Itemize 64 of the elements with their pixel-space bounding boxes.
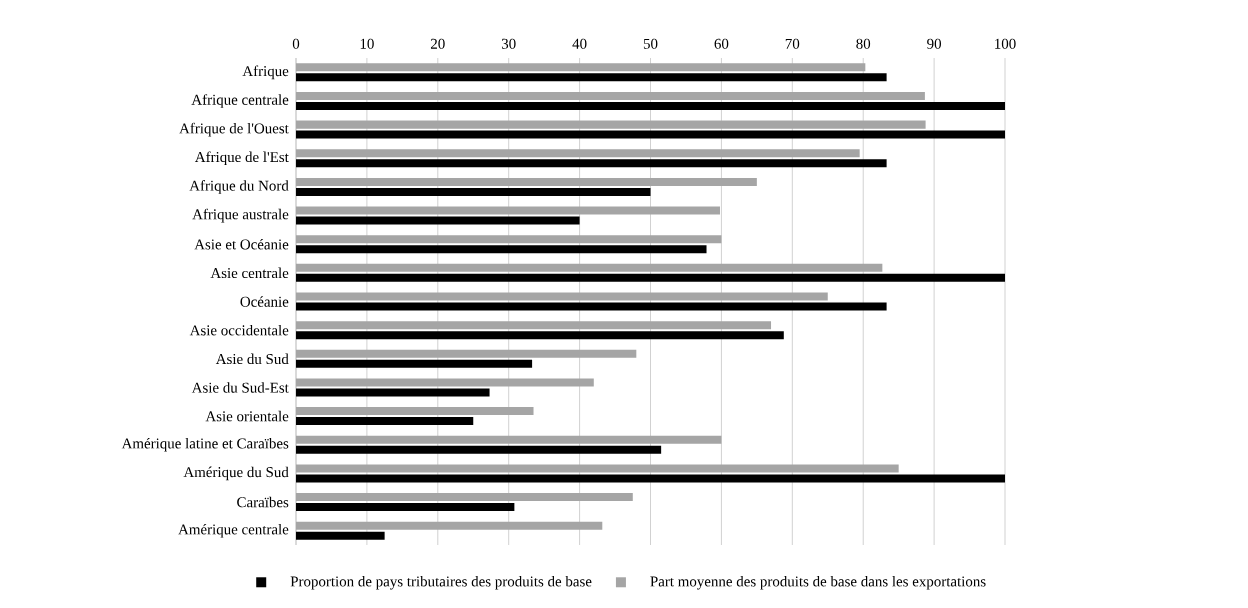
legend-label: Part moyenne des produits de base dans les exportations	[650, 575, 986, 590]
bar	[296, 63, 866, 72]
bar	[296, 445, 662, 454]
x-tick-label: 80	[856, 38, 871, 49]
bar	[296, 503, 515, 512]
y-tick-label: Océanie	[240, 296, 289, 307]
bar	[296, 417, 474, 426]
y-tick-label: Caraïbes	[237, 496, 289, 508]
bar	[296, 407, 534, 416]
y-tick-label: Amérique centrale	[178, 523, 289, 538]
y-tick-label: Asie orientale	[205, 410, 289, 422]
bar	[296, 464, 899, 473]
bar	[296, 91, 925, 100]
bar	[296, 206, 720, 215]
x-tick-label: 40	[572, 38, 587, 49]
bar	[296, 149, 860, 158]
x-tick-label: 50	[643, 38, 658, 49]
x-tick-label: 30	[501, 38, 516, 49]
bar	[296, 302, 887, 311]
bar	[296, 331, 784, 340]
y-tick-label: Asie et Océanie	[194, 238, 289, 250]
y-tick-label: Asie du Sud-Est	[191, 382, 289, 393]
y-tick-label: Afrique de l'Est	[194, 151, 289, 166]
y-tick-label: Afrique de l'Ouest	[179, 122, 289, 137]
bar	[296, 216, 580, 225]
bar	[296, 101, 1006, 110]
y-tick-label: Amérique du Sud	[183, 466, 289, 481]
bar	[296, 321, 772, 330]
bar	[296, 359, 533, 368]
x-tick-label: 20	[430, 38, 445, 49]
bar	[296, 235, 722, 244]
bar	[296, 349, 637, 358]
bar	[296, 292, 828, 301]
bar	[296, 120, 926, 129]
bar	[296, 521, 603, 530]
bar	[296, 474, 1006, 483]
y-tick-label: Afrique australe	[192, 208, 289, 223]
bar	[296, 388, 490, 397]
y-tick-label: Afrique	[242, 65, 289, 80]
x-tick-label: 10	[360, 38, 374, 49]
bar	[296, 245, 707, 254]
bar	[296, 435, 722, 444]
y-tick-label: Asie centrale	[210, 267, 289, 279]
legend-label: Proportion de pays tributaires des produits de base	[290, 575, 592, 590]
y-tick-label: Asie occidentale	[189, 324, 289, 336]
x-tick-label: 100	[995, 38, 1016, 49]
bar	[296, 263, 883, 272]
y-tick-label: Afrique du Nord	[189, 180, 289, 194]
bar	[296, 187, 651, 196]
x-tick-label: 60	[714, 38, 729, 49]
y-tick-label: Amérique latine et Caraïbes	[121, 437, 289, 452]
bar	[296, 130, 1006, 139]
bar	[296, 73, 887, 82]
y-tick-label: Asie du Sud	[215, 353, 289, 365]
bar	[296, 177, 757, 186]
x-tick-label: 0	[292, 38, 300, 49]
y-tick-label: Afrique centrale	[191, 94, 289, 108]
bar	[296, 159, 887, 168]
x-tick-label: 90	[927, 38, 942, 49]
x-tick-label: 70	[785, 38, 800, 49]
bar	[296, 493, 633, 502]
bar	[296, 378, 594, 387]
bar	[296, 273, 1006, 282]
bar	[296, 531, 385, 540]
